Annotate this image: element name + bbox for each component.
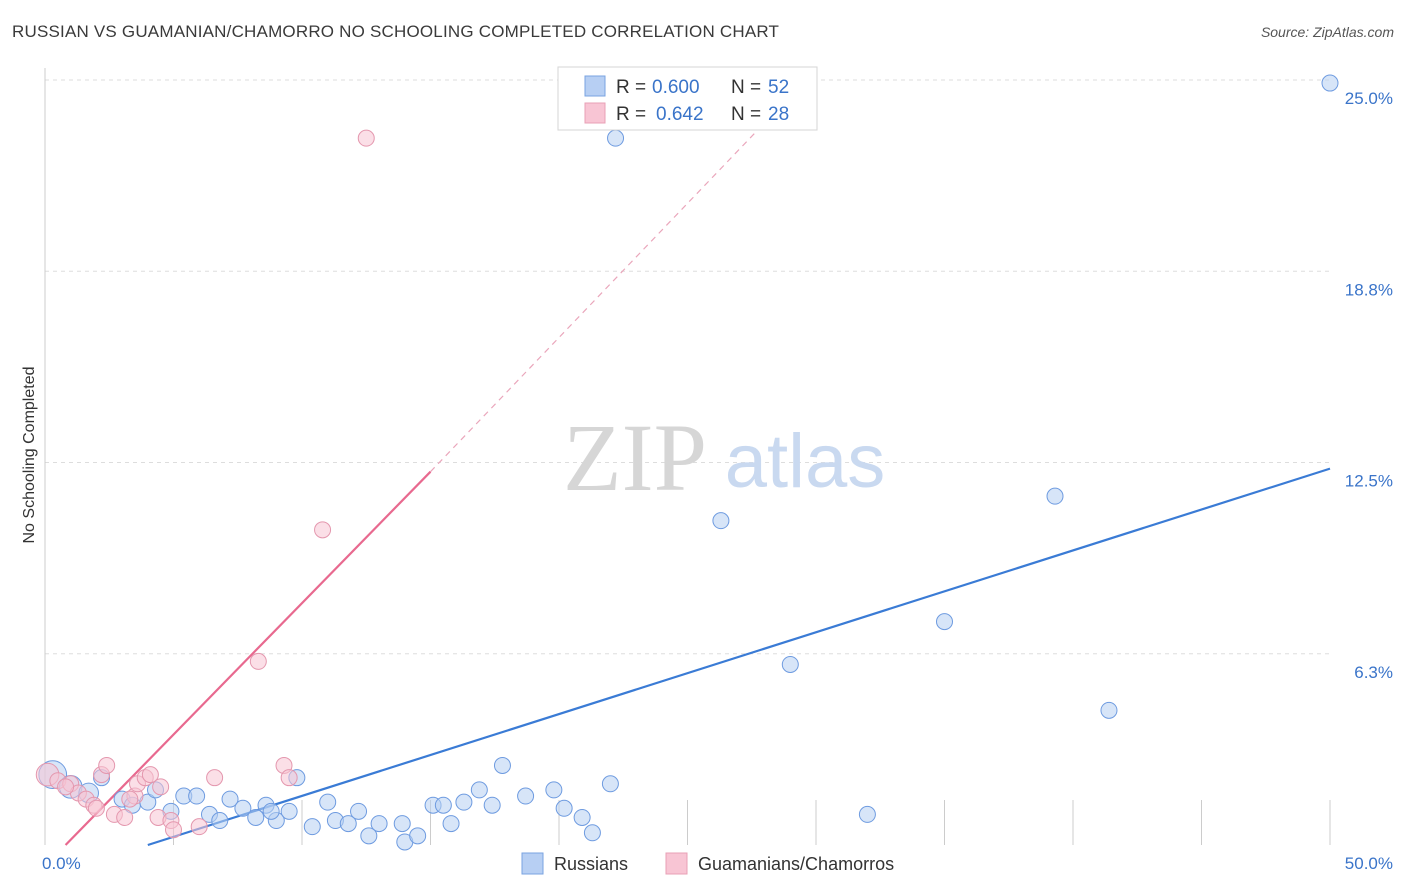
russians-point-50	[360, 827, 378, 845]
guamanians-point-22	[280, 769, 298, 787]
russians-point-36	[517, 787, 535, 805]
russians-point-33	[470, 781, 488, 799]
guamanians-point-15	[152, 778, 170, 796]
russians-point-43	[712, 512, 730, 530]
data-points	[35, 74, 1339, 851]
watermark: ZIP atlas	[563, 404, 885, 511]
russians-point-37	[545, 781, 563, 799]
tick-labels: 6.3% 12.5% 18.8% 25.0% 0.0% 50.0%	[42, 89, 1393, 873]
russians-point-47	[1046, 487, 1064, 505]
russians-point-23	[339, 815, 357, 833]
russians-point-34	[483, 796, 501, 814]
russians-point-24	[350, 802, 368, 820]
y-tick-label-3: 25.0%	[1345, 89, 1393, 108]
russians-point-25	[370, 815, 388, 833]
legend-r-label-2: R =	[616, 104, 646, 125]
chart-title: RUSSIAN VS GUAMANIAN/CHAMORRO NO SCHOOLI…	[12, 22, 780, 41]
guamanians-point-20	[249, 652, 267, 670]
russians-point-51	[262, 802, 280, 820]
y-tick-label-0: 6.3%	[1354, 663, 1393, 682]
russians-point-13	[221, 790, 239, 808]
russians-point-15	[247, 808, 265, 826]
russians-point-12	[211, 812, 229, 830]
legend-r-label-1: R =	[616, 77, 646, 98]
y-tick-label-1: 12.5%	[1345, 472, 1393, 491]
guamanians-point-27	[121, 790, 139, 808]
russians-point-38	[555, 799, 573, 817]
trend-lines	[64, 101, 1331, 847]
guamanians-point-17	[165, 821, 182, 839]
russians-point-26	[393, 815, 411, 833]
legend-n-label-2: N =	[731, 104, 761, 125]
russians-point-10	[188, 787, 206, 805]
russians-point-14	[234, 799, 252, 817]
russians-point-35	[493, 756, 511, 774]
y-tick-label-2: 18.8%	[1345, 280, 1393, 299]
guamanians-point-18	[190, 818, 208, 836]
russians-point-48	[1100, 701, 1118, 719]
russians-point-42	[607, 129, 625, 147]
x-tick-label-1: 50.0%	[1345, 854, 1393, 873]
russians-point-31	[442, 815, 460, 833]
guamanians-point-19	[206, 769, 224, 787]
legend-r-value-2: 0.642	[656, 104, 704, 125]
russians-point-18	[280, 802, 298, 820]
russians-point-21	[319, 793, 337, 811]
series-legend: Russians Guamanians/Chamorros	[521, 852, 894, 875]
series-legend-swatch-guamanians	[665, 852, 688, 875]
y-axis-label: No Schooling Completed	[21, 367, 38, 544]
legend-swatch-pink	[584, 102, 606, 124]
russians-point-32	[455, 793, 473, 811]
legend-n-label-1: N =	[731, 77, 761, 98]
russians-point-44	[781, 655, 799, 673]
legend-n-value-1: 52	[768, 77, 789, 98]
series-legend-swatch-russians	[521, 852, 544, 875]
guamanians-point-13	[141, 766, 159, 784]
guamanians-point-24	[357, 129, 375, 147]
guamanians-point-7	[98, 756, 116, 774]
watermark-zip: ZIP	[563, 404, 707, 511]
source-label: Source: ZipAtlas.com	[1260, 24, 1394, 40]
legend-n-value-2: 28	[768, 104, 789, 125]
stats-legend: R = 0.600 N = 52 R = 0.642 N = 28	[557, 66, 818, 131]
russians-point-41	[601, 775, 619, 793]
series-legend-guamanians: Guamanians/Chamorros	[698, 854, 894, 874]
russians-point-46	[936, 613, 953, 631]
russians-point-28	[409, 827, 427, 845]
russians-trend-line	[147, 467, 1331, 847]
guamanians-trend-line	[64, 470, 432, 846]
russians-point-40	[583, 824, 601, 842]
axes	[44, 68, 1331, 845]
guamanians-trend-extension	[430, 101, 786, 473]
guamanians-point-25	[57, 778, 75, 796]
guamanians-point-26	[87, 799, 105, 817]
guamanians-point-9	[116, 808, 134, 826]
guamanians-point-23	[314, 521, 332, 539]
gridlines	[45, 79, 1330, 655]
russians-point-39	[573, 808, 591, 826]
legend-swatch-blue	[584, 75, 606, 97]
legend-r-value-1: 0.600	[652, 77, 700, 98]
russians-point-30	[434, 796, 452, 814]
russians-point-49	[1321, 74, 1339, 92]
series-legend-russians: Russians	[554, 854, 628, 874]
russians-point-20	[303, 818, 321, 836]
russians-point-45	[858, 805, 876, 823]
x-tick-label-0: 0.0%	[42, 854, 81, 873]
watermark-atlas: atlas	[725, 419, 886, 504]
